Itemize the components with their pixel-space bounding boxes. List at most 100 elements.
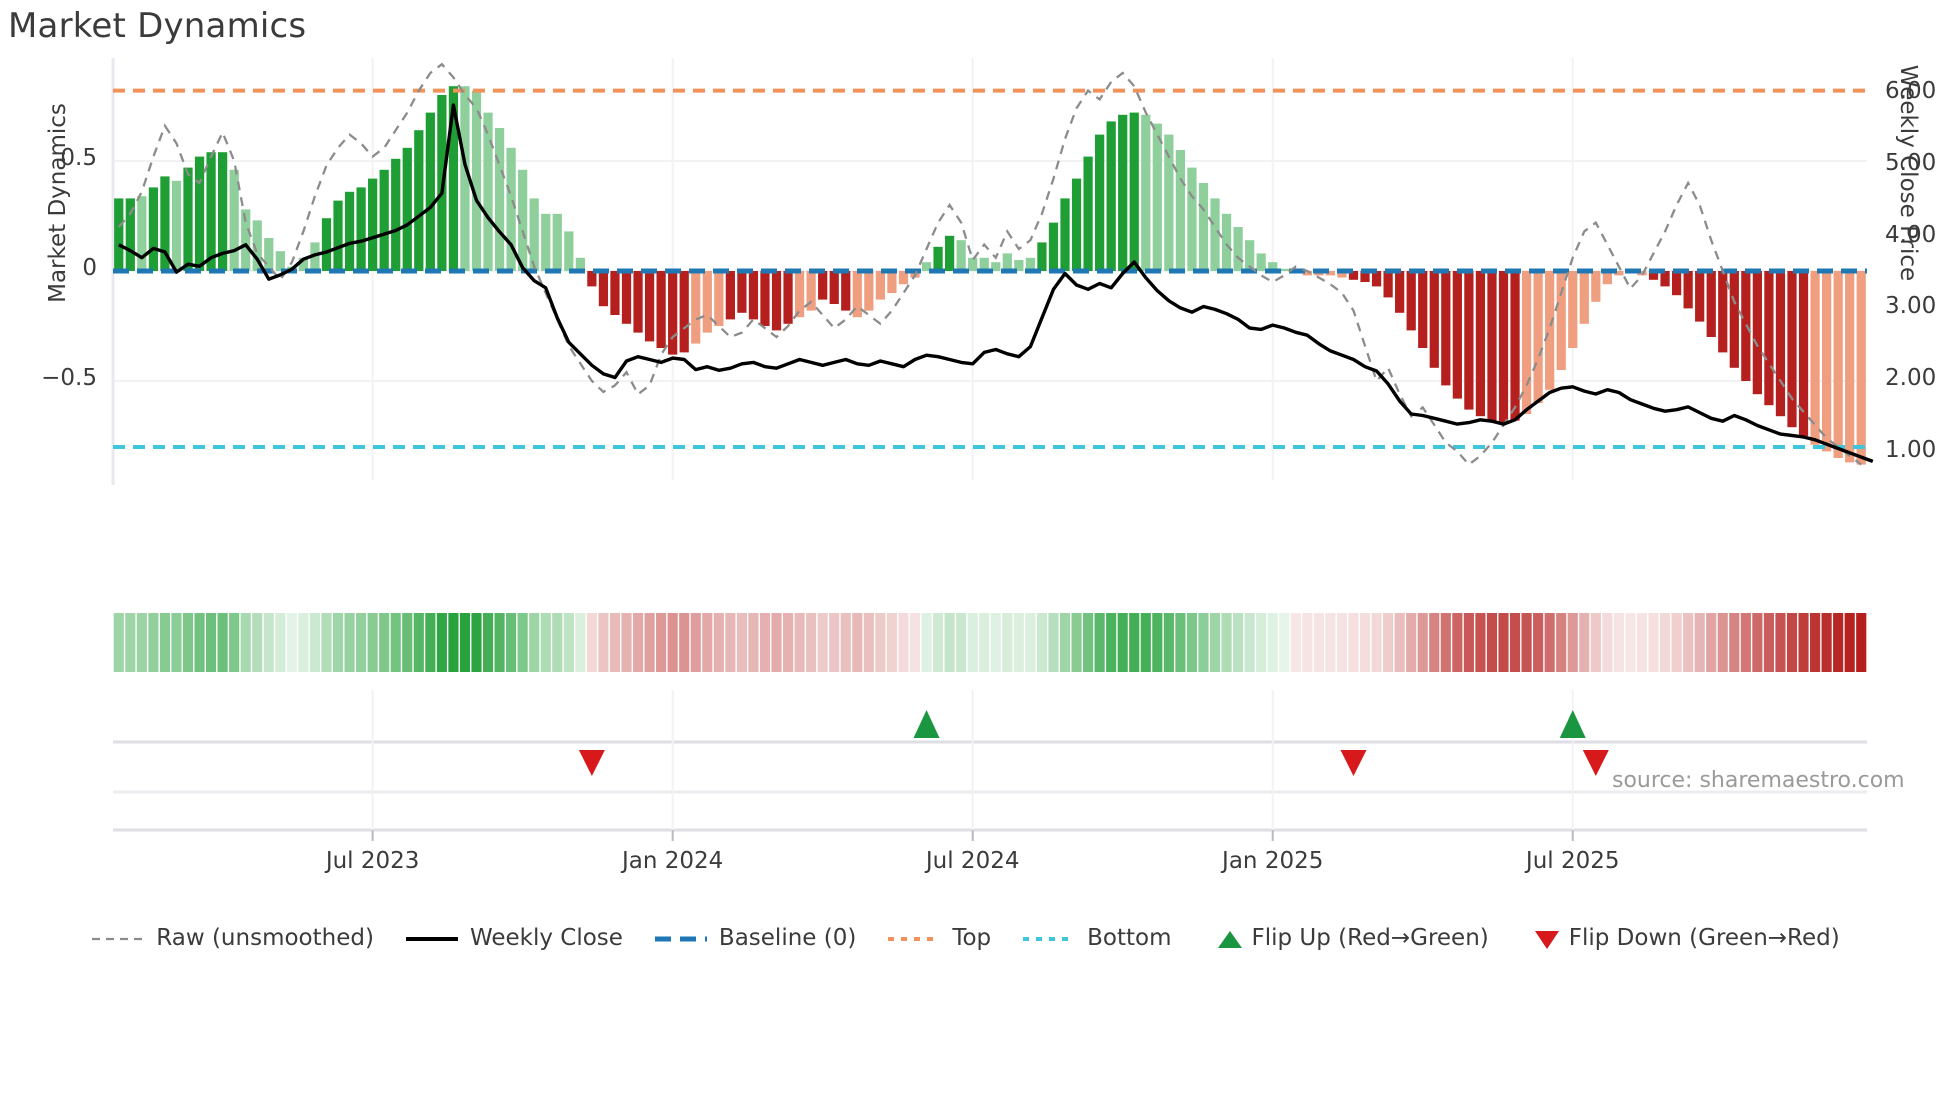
legend-item[interactable]: Flip Up (Red→Green) [1202, 925, 1489, 951]
bar [564, 231, 574, 271]
bar [1821, 271, 1832, 452]
flip-down-marker[interactable] [1340, 750, 1367, 776]
legend-item[interactable]: Baseline (0) [653, 925, 856, 951]
heatmap-cell [1025, 613, 1036, 672]
flip-down-marker[interactable] [578, 750, 605, 776]
bar [1383, 271, 1393, 298]
bar [760, 271, 770, 326]
market-dynamics-chart [111, 58, 1874, 841]
bar [1071, 178, 1082, 271]
heatmap-cell [425, 613, 436, 672]
chart-legend: Raw (unsmoothed) Weekly Close Baseline (0)… [0, 925, 1960, 951]
heatmap-cell [1221, 613, 1232, 672]
bar [748, 271, 759, 320]
heatmap-cell [713, 613, 724, 672]
bar [1152, 123, 1162, 271]
legend-item[interactable]: Raw (unsmoothed) [90, 925, 374, 951]
heatmap-cell [852, 613, 863, 672]
heatmap-cell [182, 613, 194, 672]
heatmap-cell [552, 613, 563, 672]
flip-up-marker[interactable] [1559, 710, 1586, 738]
heatmap-cell [1406, 613, 1417, 672]
heatmap-cell [794, 613, 805, 672]
heatmap-cell [1590, 613, 1601, 672]
heatmap-cell [321, 613, 332, 672]
bar [1510, 271, 1520, 421]
heatmap-cell [898, 613, 909, 672]
heatmap-cell [1083, 613, 1094, 672]
heatmap-cell [1336, 613, 1348, 672]
heatmap-cell [1059, 613, 1071, 672]
bar [229, 169, 239, 271]
legend-item[interactable]: Flip Down (Green→Red) [1519, 925, 1840, 951]
y-axis-right-tick-label: 2.00 [1885, 365, 1937, 392]
bar [921, 262, 932, 271]
bar [1856, 271, 1866, 465]
heatmap-cell [1821, 613, 1832, 672]
heatmap-cell [1556, 613, 1567, 672]
legend-item[interactable]: Weekly Close [404, 925, 623, 951]
bar [356, 187, 366, 271]
bar [1487, 271, 1497, 421]
heatmap-cell [298, 613, 309, 672]
y-axis-right-tick-label: 1.00 [1885, 436, 1937, 463]
bar [552, 213, 562, 271]
line-swatch-icon [90, 928, 146, 948]
bar [598, 271, 609, 307]
bar [1521, 271, 1532, 414]
bar [1279, 268, 1289, 271]
bar [737, 271, 747, 313]
y-axis-right-tick-label: 4.00 [1885, 221, 1937, 248]
bar [1706, 271, 1716, 337]
heatmap-cell [806, 613, 817, 672]
heatmap-cell [171, 613, 182, 672]
bar [1441, 271, 1451, 386]
bar [1002, 253, 1012, 271]
legend-item[interactable]: Top [886, 925, 991, 951]
heatmap-cell [1671, 613, 1682, 672]
bar [1845, 271, 1855, 463]
heatmap-cell [1198, 613, 1209, 672]
heatmap-cell [1452, 613, 1463, 672]
flip-up-marker[interactable] [913, 710, 940, 738]
flip-down-marker[interactable] [1582, 750, 1609, 776]
legend-item[interactable]: Bottom [1021, 925, 1172, 951]
heatmap-cell [1579, 613, 1590, 672]
bar [1406, 271, 1416, 331]
bar [402, 147, 412, 271]
raw-unsmoothed-line [117, 62, 1862, 467]
bar [794, 271, 805, 318]
heatmap-cell [575, 613, 586, 672]
bar [1452, 271, 1462, 399]
bar [1833, 271, 1843, 458]
bar [725, 271, 735, 320]
line-swatch-icon [886, 928, 942, 948]
bar [610, 271, 620, 315]
heatmap-cell [1186, 613, 1198, 672]
heatmap-cell [148, 613, 159, 672]
heatmap-cell [1394, 613, 1405, 672]
bar [1395, 271, 1405, 313]
bar [1371, 271, 1382, 287]
bar [1787, 271, 1797, 428]
bar [1233, 227, 1243, 271]
bar [1614, 271, 1624, 276]
heatmap-cell [448, 613, 459, 672]
bar [1325, 271, 1336, 276]
heatmap-cell [1302, 613, 1313, 672]
bar [1187, 167, 1197, 271]
heatmap-cell [286, 613, 297, 672]
bar [1337, 271, 1347, 278]
bar [771, 271, 782, 331]
heatmap-cell [990, 613, 1001, 672]
bar [160, 176, 170, 271]
heatmap-cell [1325, 613, 1336, 672]
bar [1025, 257, 1036, 271]
heatmap-cell [1740, 613, 1751, 672]
bar [1683, 271, 1693, 309]
y-axis-right-tick-label: 3.00 [1885, 293, 1937, 320]
bar [1360, 271, 1370, 282]
bar [1533, 271, 1543, 403]
legend-item-label: Raw (unsmoothed) [156, 925, 374, 951]
heatmap-cell [1544, 613, 1555, 672]
